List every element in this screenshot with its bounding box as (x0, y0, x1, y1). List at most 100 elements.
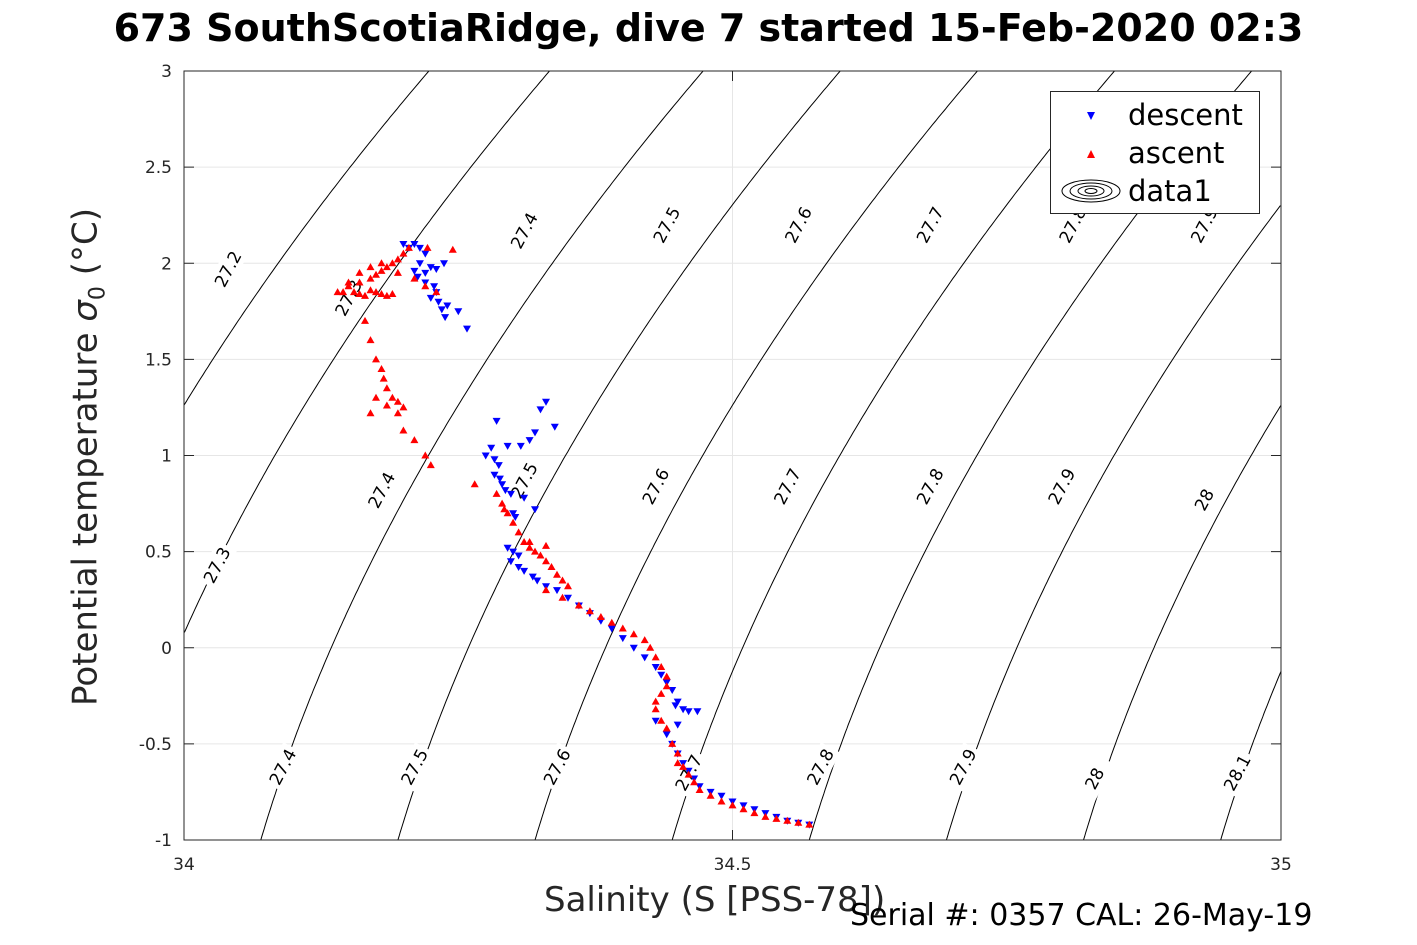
ascent-point (651, 697, 660, 705)
ascent-point (503, 509, 512, 517)
triangle-down-icon (1087, 112, 1095, 120)
descent-point (651, 664, 660, 671)
ascent-point (399, 249, 408, 257)
descent-point (490, 471, 499, 479)
ascent-point (388, 393, 397, 401)
y-tick-label: 2 (161, 254, 172, 274)
ascent-point (679, 762, 688, 770)
ascent-point (684, 770, 693, 778)
legend-item-data1: data1 (1051, 172, 1259, 210)
descent-point (506, 558, 515, 566)
contour-label-bg (328, 273, 369, 323)
descent-point (516, 442, 525, 450)
ascent-point (553, 570, 561, 578)
ascent-point (558, 593, 567, 601)
descent-point (679, 706, 688, 714)
contour-label-bg (1217, 748, 1258, 798)
ascent-point (421, 282, 430, 290)
contour-label-bg (778, 200, 819, 250)
ascent-point (668, 739, 677, 747)
ascent-point (564, 582, 572, 590)
ascent-point (717, 797, 726, 805)
ascent-point (509, 518, 518, 526)
y-axis-label-subscript: 0 (85, 286, 111, 301)
y-tick-label: 3 (161, 62, 172, 82)
contour-label-bg (909, 200, 951, 250)
y-tick-label: 0 (161, 639, 172, 659)
descent-point (415, 260, 424, 268)
descent-point (501, 487, 510, 495)
contour-line (183, 70, 550, 633)
descent-point (553, 587, 561, 595)
contour-line (397, 70, 841, 841)
descent-point (440, 260, 448, 268)
descent-point (434, 298, 443, 306)
ascent-point (377, 266, 386, 274)
descent-point (564, 594, 572, 602)
ascent-point (585, 607, 594, 615)
contour-line (534, 70, 978, 841)
legend-label-data1: data1 (1128, 174, 1212, 208)
descent-point (640, 654, 649, 662)
contour-label-bg (635, 461, 676, 511)
descent-point (618, 635, 627, 643)
descent-point (531, 506, 539, 514)
ascent-point (750, 809, 759, 817)
ascent-point (377, 365, 386, 372)
ascent-point (393, 397, 402, 405)
ascent-point (695, 786, 704, 793)
contour-label-bg (207, 244, 248, 294)
ascent-point (366, 274, 375, 282)
descent-point (693, 708, 702, 716)
ascent-point (377, 259, 386, 267)
ascent-point (388, 290, 397, 297)
descent-point (542, 398, 550, 406)
contour-label-bg (504, 206, 545, 256)
descent-point (662, 731, 671, 739)
descent-point (495, 475, 504, 483)
ascent-point (448, 245, 457, 253)
ascent-point (531, 547, 539, 555)
ascent-point (382, 401, 391, 409)
ascent-point (761, 812, 770, 820)
ascent-point (339, 288, 348, 296)
descent-point (509, 548, 518, 556)
descent-point (629, 644, 638, 652)
descent-point (494, 462, 503, 470)
ascent-point (382, 263, 391, 271)
ascent-point (558, 576, 567, 584)
ascent-point (662, 672, 671, 680)
y-tick-label: 1 (161, 447, 172, 467)
ascent-point (432, 288, 441, 296)
ascent-point (344, 278, 353, 286)
ascent-point (596, 613, 605, 620)
ascent-point (393, 268, 402, 276)
data-points (333, 241, 814, 829)
ascent-point (350, 288, 358, 296)
ascent-point (372, 355, 380, 363)
descent-point (657, 671, 666, 679)
ascent-point (382, 291, 391, 299)
ascent-point (542, 541, 550, 549)
y-axis-label: Potential temperature σ0 (°C) (66, 208, 111, 706)
ascent-point (388, 259, 397, 267)
descent-point (410, 241, 419, 248)
ascent-point (399, 403, 408, 411)
descent-point (430, 283, 439, 291)
descent-point (514, 564, 523, 571)
y-axis-label-unit: (°C) (65, 208, 106, 287)
x-axis-label: Salinity (S [PSS-78]) (544, 880, 886, 920)
contour-label-bg (394, 742, 435, 792)
ascent-point (662, 682, 671, 690)
ascent-point (783, 816, 792, 824)
descent-point (399, 241, 408, 248)
descent-point (441, 314, 450, 322)
y-axis-label-text: Potential temperature (65, 321, 106, 706)
descent-point (426, 294, 435, 302)
ascent-point (574, 601, 583, 609)
ascent-point (547, 563, 556, 570)
ascent-point (805, 820, 814, 828)
descent-point (437, 306, 446, 314)
contour-label-bg (767, 461, 808, 511)
contour-line (183, 70, 430, 406)
